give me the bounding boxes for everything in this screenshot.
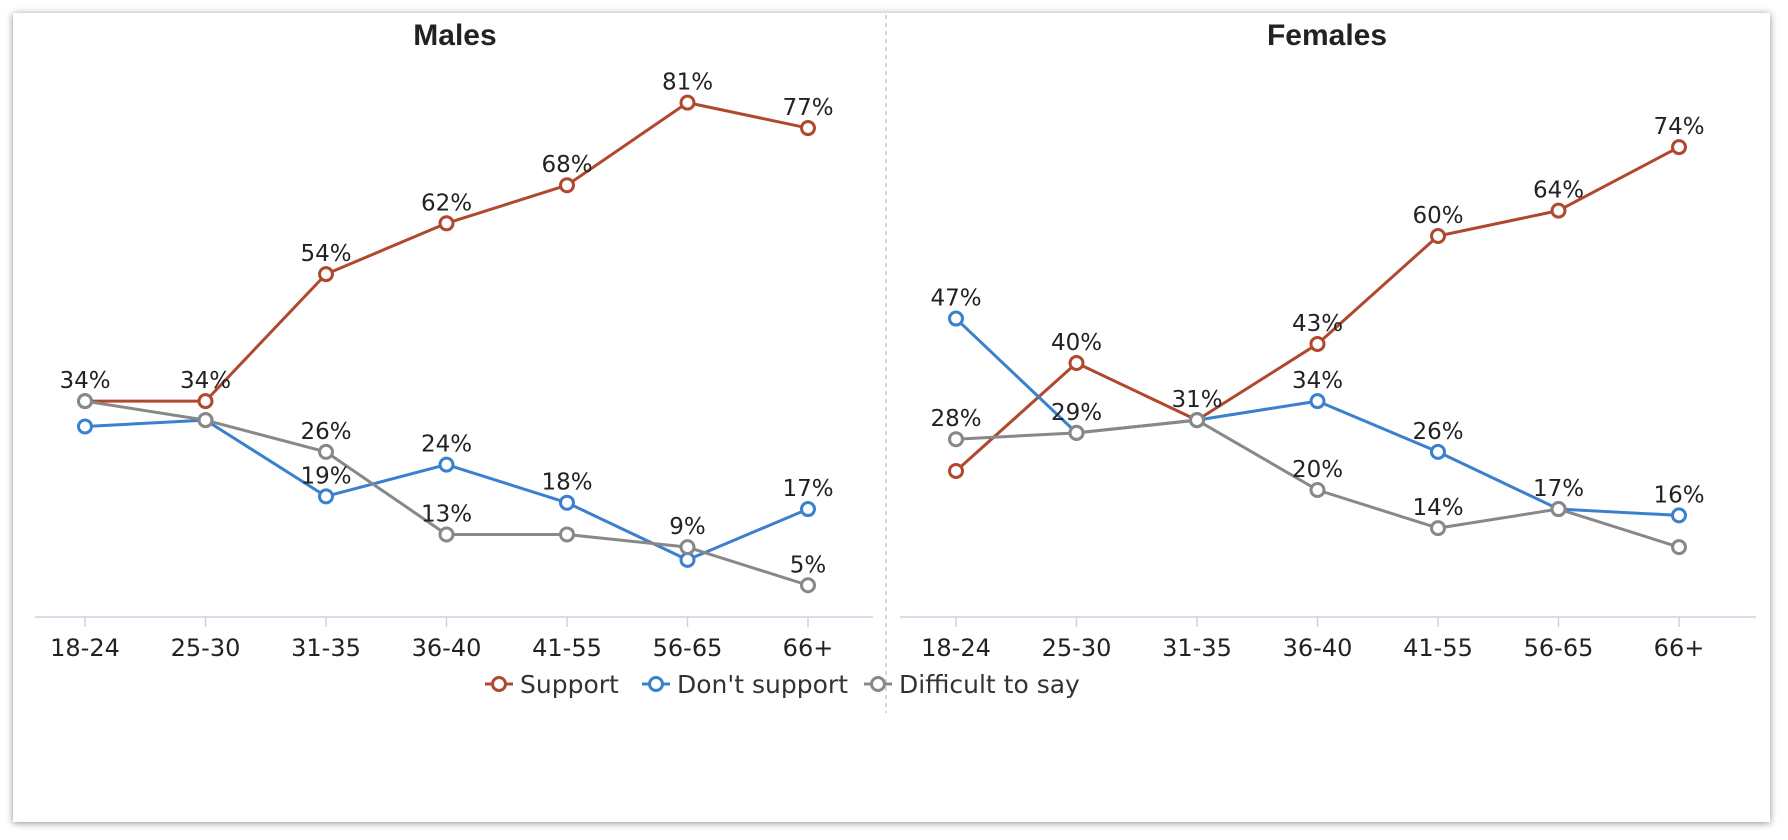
data-label: 18% [541,470,592,496]
data-label: 34% [180,368,231,394]
data-label: 81% [662,70,713,96]
panel-females: Females 18-24 25-30 31-35 36-40 41-55 56-65 66+… [900,19,1756,662]
data-label: 43% [1292,311,1343,337]
x-tick-label: 36-40 [1283,634,1353,662]
x-tick-label: 41-55 [532,634,602,662]
x-tick-label: 56-65 [1524,634,1594,662]
data-point [679,94,696,111]
data-point [1430,228,1446,244]
data-point [948,462,964,479]
data-label: 16% [1653,482,1704,508]
data-label: 77% [782,95,833,121]
data-point [197,393,214,410]
data-point [77,393,93,410]
data-point [1309,482,1326,498]
series-line-difficult-to-say [84,399,809,587]
data-point [1671,139,1687,156]
x-tick-label: 41-55 [1403,634,1473,662]
data-label: 34% [59,368,110,394]
data-point [679,539,696,556]
data-label: 19% [300,463,351,489]
data-label: 47% [930,286,981,312]
legend-label: Don't support [677,670,848,699]
x-tick-label: 25-30 [1042,634,1112,662]
legend-swatch-marker [870,676,886,692]
data-point [800,120,816,137]
x-tick-label: 66+ [1654,634,1705,662]
data-point [318,266,334,283]
data-point [948,431,964,448]
data-label: 17% [782,476,833,502]
data-label: 24% [421,432,472,458]
data-point [1068,355,1085,371]
data-label: 28% [930,406,981,432]
legend-swatch-marker [491,676,507,692]
data-label: 26% [1412,419,1463,445]
data-label: 54% [300,241,351,267]
data-point [438,215,455,232]
data-point [1671,539,1687,556]
data-point [318,488,334,505]
data-point [1430,520,1446,537]
data-point [197,412,214,429]
data-label: 68% [541,152,592,178]
data-point [77,418,93,435]
chart-svg: Males 18-24 25-30 31-35 36-40 41-55 56-65 66+ 34… [35,15,1756,713]
data-point [559,494,575,511]
data-label: 40% [1051,330,1102,356]
data-label: 29% [1051,400,1102,426]
data-label: 26% [300,419,351,445]
legend-label: Support [520,670,619,699]
data-label: 31% [1171,387,1222,413]
data-point [1068,424,1085,441]
data-point [1430,443,1446,460]
x-tick-label: 18-24 [921,634,991,662]
data-point [800,501,816,518]
legend-item: Support [485,670,619,699]
data-point [679,551,696,568]
data-point [1550,501,1567,518]
data-label: 14% [1412,495,1463,521]
data-label: 34% [1292,368,1343,394]
data-label: 20% [1292,457,1343,483]
x-tick-label: 56-65 [653,634,723,662]
chart-title: Females [1267,19,1387,52]
data-point [1309,393,1326,410]
data-label: 74% [1653,114,1704,140]
x-tick-label: 25-30 [171,634,241,662]
data-label: 13% [421,501,472,527]
legend-label: Difficult to say [899,670,1080,699]
data-point [1189,412,1205,429]
data-point [1309,335,1326,352]
data-point [1671,507,1687,524]
chart-title: Males [413,19,496,52]
data-label: 64% [1533,178,1584,204]
x-tick-label: 31-35 [1162,634,1232,662]
x-tick-label: 31-35 [291,634,361,662]
chart-card: Males 18-24 25-30 31-35 36-40 41-55 56-65 66+ 34… [13,13,1770,822]
data-point [559,177,575,194]
legend: Support Don't support Difficult to say [485,670,1080,699]
data-point [559,526,575,543]
data-label: 9% [669,514,706,540]
data-label: 17% [1533,476,1584,502]
data-point [438,456,455,473]
panel-males: Males 18-24 25-30 31-35 36-40 41-55 56-65 66+ 34… [35,19,873,662]
data-point [800,577,816,594]
data-point [948,310,964,327]
series-line-support [85,101,809,403]
data-label: 62% [421,190,472,216]
data-point [438,526,455,543]
legend-swatch-marker [648,676,664,692]
legend-item: Difficult to say [864,670,1080,699]
data-point [318,443,334,460]
legend-item: Don't support [642,670,848,699]
x-tick-label: 18-24 [50,634,120,662]
x-tick-label: 36-40 [412,634,482,662]
x-tick-label: 66+ [783,634,834,662]
data-point [1550,202,1567,219]
data-label: 5% [790,552,827,578]
data-label: 60% [1412,203,1463,229]
